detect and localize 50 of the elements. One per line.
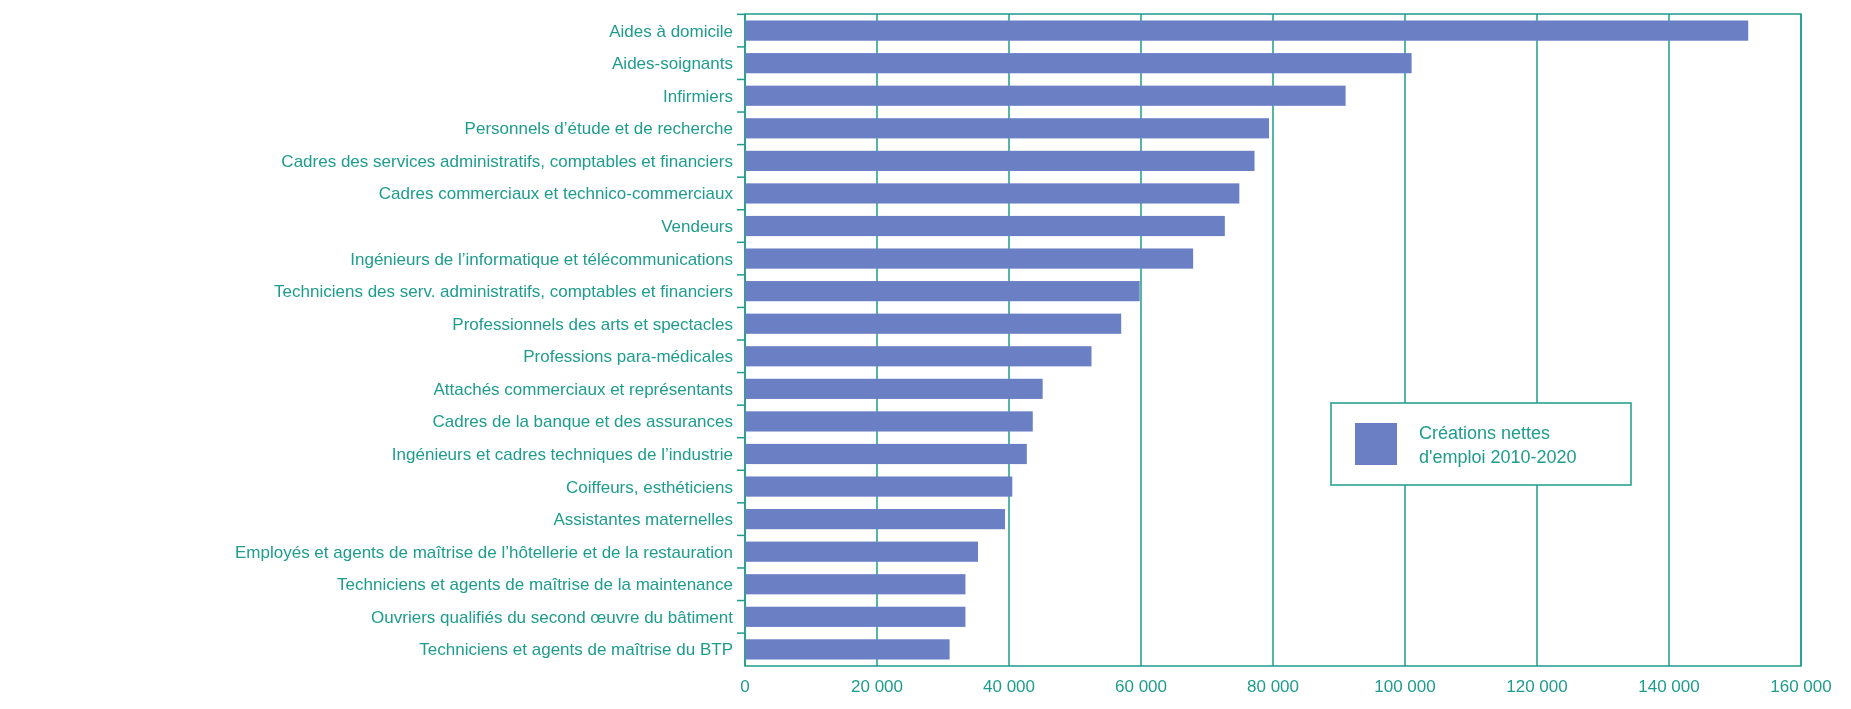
bar	[745, 606, 966, 627]
x-tick-label: 80 000	[1247, 677, 1299, 696]
bar	[745, 85, 1346, 106]
bar	[745, 378, 1043, 399]
x-tick-label: 100 000	[1374, 677, 1436, 696]
y-tick-label: Cadres commerciaux et technico-commerciaux	[378, 184, 734, 204]
bar	[745, 281, 1140, 302]
bar	[745, 215, 1225, 237]
bar	[745, 183, 1240, 204]
x-tick-label: 0	[740, 677, 750, 696]
x-tick-label: 40 000	[983, 677, 1035, 696]
y-tick-label: Infirmiers	[663, 86, 733, 106]
y-tick-label: Professionnels des arts et spectacles	[452, 314, 733, 334]
y-tick-label: Assistantes maternelles	[553, 510, 733, 530]
y-tick-label: Cadres de la banque et des assurances	[432, 412, 733, 432]
bar	[745, 118, 1270, 139]
bar	[745, 574, 966, 595]
x-tick-label: 120 000	[1506, 677, 1568, 696]
bar	[745, 509, 1006, 530]
y-tick-label: Aides à domicile	[609, 21, 733, 41]
y-tick-label: Attachés commerciaux et représentants	[433, 379, 733, 399]
y-tick-label: Ingénieurs de l’informatique et télécommunications	[350, 249, 733, 269]
bar	[745, 248, 1194, 269]
y-tick-label: Ingénieurs et cadres techniques de l’industrie	[391, 444, 733, 464]
x-tick-label: 140 000	[1638, 677, 1700, 696]
bar	[745, 313, 1122, 334]
y-tick-label: Cadres des services administratifs, comptables et financiers	[281, 151, 733, 171]
legend-label: Créations nettes d'emploi 2010-2020	[1419, 423, 1577, 467]
y-tick-label: Employés et agents de maîtrise de l’hôtellerie et de la restauration	[235, 542, 733, 562]
y-tick-label: Ouvriers qualifiés du second œuvre du bâtiment	[371, 607, 734, 627]
y-tick-label: Techniciens des serv. administratifs, comptables et financiers	[274, 282, 733, 302]
y-tick-label: Vendeurs	[661, 216, 733, 236]
bar	[745, 411, 1033, 432]
x-tick-label: 20 000	[851, 677, 903, 696]
bar	[745, 346, 1092, 367]
y-tick-label: Techniciens et agents de maîtrise de la maintenance	[337, 575, 733, 595]
bar	[745, 476, 1013, 497]
y-tick-label: Professions para-médicales	[523, 347, 733, 367]
bar	[745, 639, 950, 660]
bar	[745, 20, 1749, 41]
x-tick-label: 160 000	[1770, 677, 1832, 696]
bar	[745, 541, 978, 562]
bar	[745, 443, 1027, 465]
y-tick-label: Coiffeurs, esthéticiens	[566, 477, 733, 497]
y-tick-label: Personnels d’étude et de recherche	[464, 119, 733, 139]
y-tick-label: Techniciens et agents de maîtrise du BTP	[419, 640, 733, 660]
bar	[745, 150, 1255, 171]
y-tick-label: Aides-soignants	[612, 54, 733, 74]
bar	[745, 53, 1412, 74]
x-tick-label: 60 000	[1115, 677, 1167, 696]
